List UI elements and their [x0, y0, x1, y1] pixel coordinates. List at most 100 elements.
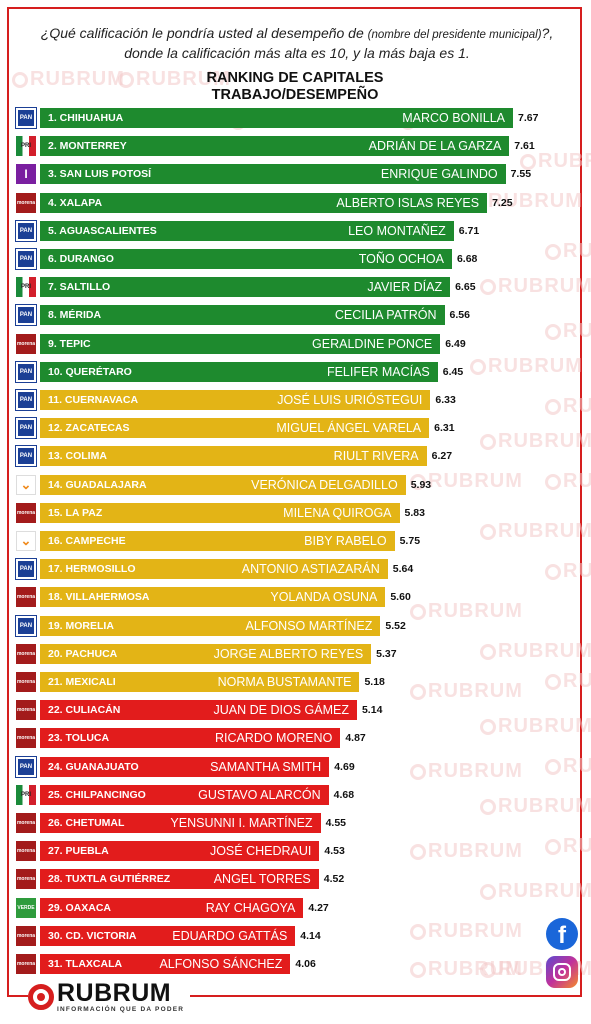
- bar-value-label: 4.27: [308, 901, 329, 914]
- bar-value-label: 6.27: [431, 450, 453, 463]
- bar-value-label: 4.68: [333, 788, 355, 801]
- bar: [40, 841, 320, 862]
- bar-mayor-label: ANGEL TORRES: [213, 872, 311, 887]
- bar-city-label: 14. GUADALAJARA: [48, 478, 147, 491]
- bar-value-label: 4.55: [325, 817, 347, 829]
- bar: [40, 587, 386, 608]
- bar-city-label: 10. QUERÉTARO: [48, 365, 132, 378]
- bar-value-label: 4.69: [334, 760, 355, 773]
- bar-city-label: 3. SAN LUIS POTOSÍ: [48, 168, 152, 181]
- pt-party-icon: I: [16, 164, 36, 185]
- pan-party-icon: PAN: [15, 304, 37, 327]
- bar-value-label: 5.18: [364, 676, 385, 688]
- rubrum-logo: RUBRUM INFORMACIÓN QUE DA PODER: [28, 980, 191, 1013]
- bar-mayor-label: ENRIQUE GALINDO: [380, 167, 498, 182]
- bar: [40, 333, 441, 354]
- bar-mayor-label: SAMANTHA SMITH: [210, 759, 322, 774]
- watermark-text: RUBRUM: [545, 320, 591, 343]
- bar-mayor-label: FELIFER MACÍAS: [326, 364, 430, 379]
- bar-value-label: 5.83: [404, 506, 425, 519]
- watermark-text: RUBRUM: [410, 840, 523, 863]
- bar-city-label: 24. GUANAJUATO: [48, 760, 139, 773]
- bar-city-label: 8. MÉRIDA: [48, 309, 102, 322]
- bar-city-label: 20. PACHUCA: [48, 647, 118, 660]
- pan-party-icon: PAN: [15, 614, 37, 637]
- bar-mayor-label: JORGE ALBERTO REYES: [213, 646, 364, 661]
- bar-city-label: 7. SALTILLO: [48, 281, 111, 294]
- bar: [40, 305, 445, 326]
- pan-party-icon: PAN: [15, 417, 37, 440]
- bar-mayor-label: YENSUNNI I. MARTÍNEZ: [170, 816, 313, 830]
- mc-party-icon: ⌄: [16, 531, 36, 551]
- bar: [40, 249, 452, 269]
- bar-mayor-label: JAVIER DÍAZ: [367, 280, 443, 295]
- bar-city-label: 25. CHILPANCINGO: [48, 788, 146, 801]
- bar-value-label: 6.31: [434, 422, 455, 435]
- bar: [40, 615, 381, 636]
- bar-city-label: 16. CAMPECHE: [48, 535, 126, 547]
- watermark-text: RUBRUM: [410, 920, 523, 943]
- watermark-text: RUBRUM: [520, 150, 591, 173]
- bar-mayor-label: JUAN DE DIOS GÁMEZ: [213, 703, 349, 718]
- bar-value-label: 4.14: [300, 929, 321, 942]
- bar-mayor-label: VERÓNICA DELGADILLO: [251, 477, 398, 492]
- bar: [40, 446, 427, 467]
- bar-mayor-label: EDUARDO GATTÁS: [172, 928, 288, 943]
- bar-city-label: 4. XALAPA: [48, 196, 103, 209]
- watermark-text: RUBRUM: [480, 880, 591, 903]
- bar-mayor-label: ALBERTO ISLAS REYES: [336, 195, 480, 210]
- bar-mayor-label: RAY CHAGOYA: [205, 900, 296, 915]
- bar-value-label: 5.14: [361, 704, 383, 717]
- morena-party-icon: morena: [16, 502, 36, 523]
- pan-party-icon: PAN: [15, 558, 37, 581]
- bar-city-label: 17. HERMOSILLO: [48, 563, 136, 576]
- watermark-text: RUBRUM: [480, 715, 591, 738]
- bar: [40, 559, 388, 580]
- morena-party-icon: morena: [16, 672, 36, 692]
- bar: [40, 672, 360, 692]
- morena-party-icon: morena: [16, 841, 36, 862]
- bar-mayor-label: ADRIÁN DE LA GARZA: [368, 139, 502, 154]
- watermark-text: RUBRUM: [470, 355, 583, 378]
- bar-mayor-label: MARCO BONILLA: [402, 111, 505, 125]
- mc-party-icon: ⌄: [16, 474, 36, 495]
- morena-party-icon: morena: [16, 728, 36, 749]
- bar-city-label: 12. ZACATECAS: [48, 422, 130, 435]
- morena-party-icon: morena: [16, 869, 36, 890]
- bar-value-label: 4.52: [323, 873, 345, 886]
- bar-city-label: 2. MONTERREY: [48, 140, 127, 153]
- chart-title: RANKING DE CAPITALES TRABAJO/DESEMPEÑO: [150, 70, 440, 104]
- bar-mayor-label: GERALDINE PONCE: [312, 336, 433, 351]
- bar: [40, 277, 451, 298]
- bar: [40, 756, 330, 777]
- bar-value-label: 7.55: [510, 168, 532, 181]
- facebook-icon[interactable]: f: [546, 918, 578, 950]
- bar: [40, 869, 319, 890]
- bar-value-label: 7.61: [514, 140, 535, 153]
- pri-party-icon: PRI: [16, 277, 36, 298]
- morena-party-icon: morena: [16, 954, 36, 974]
- bar: [40, 813, 321, 833]
- bar-mayor-label: RICARDO MORENO: [214, 731, 333, 746]
- chart-title-line2: TRABAJO/DESEMPEÑO: [211, 87, 379, 103]
- bar-value-label: 5.64: [392, 563, 414, 576]
- bar-city-label: 6. DURANGO: [48, 253, 114, 265]
- watermark-text: RUBRUM: [545, 755, 591, 778]
- watermark-text: RUBRUM: [545, 670, 591, 693]
- watermark-text: RUBRUM: [410, 680, 523, 703]
- bar-mayor-label: RIULT RIVERA: [333, 449, 419, 464]
- instagram-icon[interactable]: [546, 956, 578, 988]
- bar-mayor-label: MIGUEL ÁNGEL VARELA: [276, 421, 422, 436]
- bar: [40, 474, 406, 495]
- bar-city-label: 21. MEXICALI: [48, 676, 116, 688]
- watermark-text: RUBRUM: [118, 68, 231, 91]
- bar-mayor-label: JOSÉ LUIS URIÓSTEGUI: [277, 393, 423, 407]
- bar-value-label: 6.71: [458, 224, 480, 237]
- morena-party-icon: morena: [16, 192, 36, 213]
- bar: [40, 164, 506, 185]
- bar: [40, 220, 454, 241]
- bar: [40, 192, 488, 213]
- pri-party-icon: PRI: [16, 136, 36, 157]
- pan-party-icon: PAN: [15, 107, 37, 129]
- morena-party-icon: morena: [16, 587, 36, 608]
